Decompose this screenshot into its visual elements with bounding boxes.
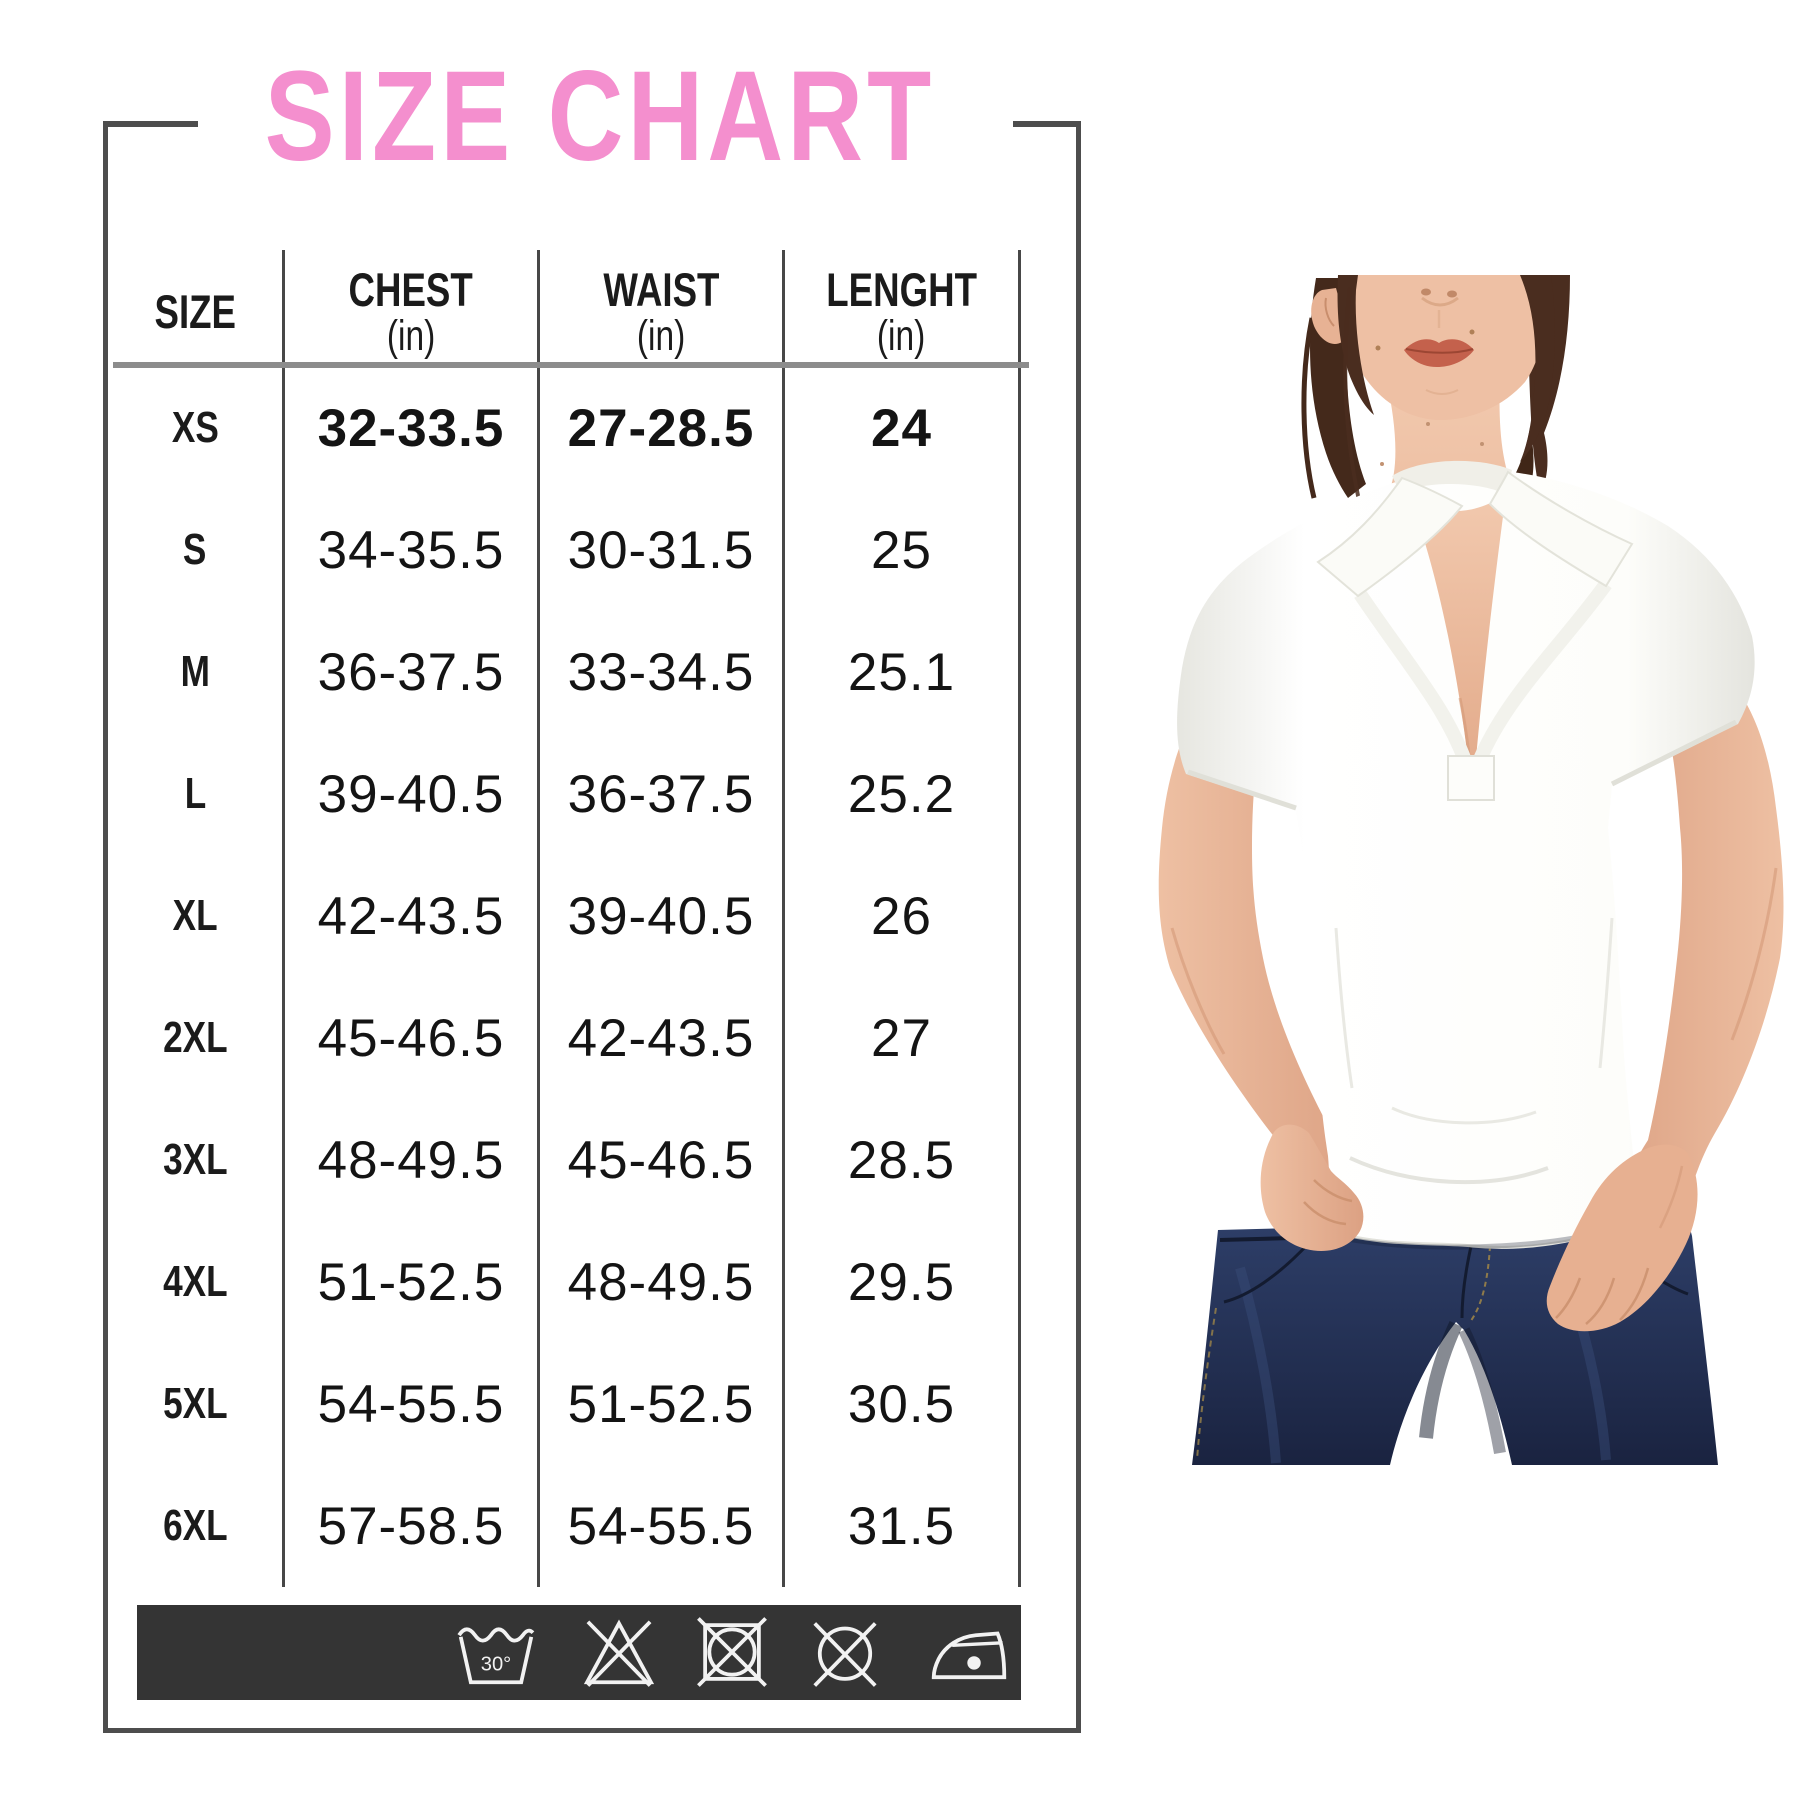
waist-value: 45-46.5 [540, 1099, 785, 1221]
waist-value: 42-43.5 [540, 977, 785, 1099]
waist-value: 39-40.5 [540, 855, 785, 977]
chest-v-skin [1410, 494, 1506, 770]
header-label: WAIST [602, 262, 720, 316]
chest-value: 32-33.5 [285, 367, 540, 489]
header-label: CHEST [348, 262, 474, 316]
collar-right-wing [1488, 470, 1634, 588]
iron-low-heat-icon [931, 1631, 1007, 1680]
chest-value: 51-52.5 [285, 1221, 540, 1343]
outer-seam-stitching [1196, 1307, 1217, 1461]
chest-value: 42-43.5 [285, 855, 540, 977]
svg-text:30°: 30° [481, 1653, 511, 1675]
face [1311, 275, 1546, 466]
col-header-chest: CHEST (in) [285, 250, 540, 367]
size-table: SIZE CHEST (in) WAIST (in) LENGHT (in) XS 3… [108, 250, 1021, 1587]
size-label: 5XL [108, 1343, 285, 1465]
model-photo [1158, 275, 1784, 1465]
frame-top-dash-right [1013, 121, 1081, 127]
page-title: SIZE CHART [264, 45, 936, 188]
size-label: 2XL [108, 977, 285, 1099]
placket-box [1447, 755, 1495, 801]
length-value: 29.5 [785, 1221, 1021, 1343]
header-unit: (in) [386, 311, 436, 360]
col-header-size: SIZE [108, 250, 285, 367]
care-instructions-bar: 30° [137, 1605, 1021, 1700]
waist-value: 48-49.5 [540, 1221, 785, 1343]
collar-left-wing [1316, 476, 1464, 598]
length-value: 26 [785, 855, 1021, 977]
left-arm-skin [1602, 658, 1784, 1270]
waist-value: 51-52.5 [540, 1343, 785, 1465]
chest-value: 57-58.5 [285, 1465, 540, 1587]
hands [1260, 1124, 1698, 1332]
waist-value: 27-28.5 [540, 367, 785, 489]
col-header-waist: WAIST (in) [540, 250, 785, 367]
waist-value: 54-55.5 [540, 1465, 785, 1587]
size-label: 4XL [108, 1221, 285, 1343]
chest-value: 39-40.5 [285, 733, 540, 855]
size-label: M [108, 611, 285, 733]
left-hand [1546, 1144, 1698, 1332]
do-not-bleach-icon [583, 1619, 655, 1687]
v-placket-left [1354, 590, 1476, 775]
size-label: 6XL [108, 1465, 285, 1587]
header-unit: (in) [636, 311, 686, 360]
sleeve-hem-right [1610, 719, 1738, 787]
do-not-tumble-dry-icon [697, 1617, 767, 1687]
fly-seam [1460, 1241, 1474, 1319]
size-label: XS [108, 367, 285, 489]
length-value: 30.5 [785, 1343, 1021, 1465]
do-not-dry-clean-icon [813, 1622, 877, 1687]
header-label: LENGHT [826, 262, 977, 316]
waist-value: 33-34.5 [540, 611, 785, 733]
length-value: 25.2 [785, 733, 1021, 855]
chest-value: 34-35.5 [285, 489, 540, 611]
frame-top-dash-left [103, 121, 198, 127]
chart-frame [103, 121, 1081, 1733]
chest-value: 54-55.5 [285, 1343, 540, 1465]
waist-value: 30-31.5 [540, 489, 785, 611]
chest-value: 48-49.5 [285, 1099, 540, 1221]
pocket-left [1223, 1242, 1310, 1304]
nose-shadow [1421, 296, 1459, 307]
length-value: 25 [785, 489, 1021, 611]
length-value: 25.1 [785, 611, 1021, 733]
waist-value: 36-37.5 [540, 733, 785, 855]
size-label: L [108, 733, 285, 855]
machine-wash-30-icon: 30° [457, 1627, 535, 1685]
right-arm-skin [1158, 658, 1362, 1250]
size-label: 3XL [108, 1099, 285, 1221]
size-label: S [108, 489, 285, 611]
sleeve-hem-left [1187, 769, 1297, 811]
arms [1158, 658, 1784, 1270]
chest-value: 45-46.5 [285, 977, 540, 1099]
length-value: 24 [785, 367, 1021, 489]
right-hand [1260, 1124, 1364, 1251]
collar-and-vneck [1316, 460, 1634, 801]
size-label: XL [108, 855, 285, 977]
v-placket-right [1468, 579, 1612, 775]
length-value: 31.5 [785, 1465, 1021, 1587]
chest-value: 36-37.5 [285, 611, 540, 733]
length-value: 27 [785, 977, 1021, 1099]
length-value: 28.5 [785, 1099, 1021, 1221]
header-unit: (in) [877, 311, 926, 360]
header-divider [113, 362, 1029, 368]
col-header-length: LENGHT (in) [785, 250, 1021, 367]
fly-stitching [1469, 1245, 1491, 1323]
header-label: SIZE [154, 285, 236, 338]
